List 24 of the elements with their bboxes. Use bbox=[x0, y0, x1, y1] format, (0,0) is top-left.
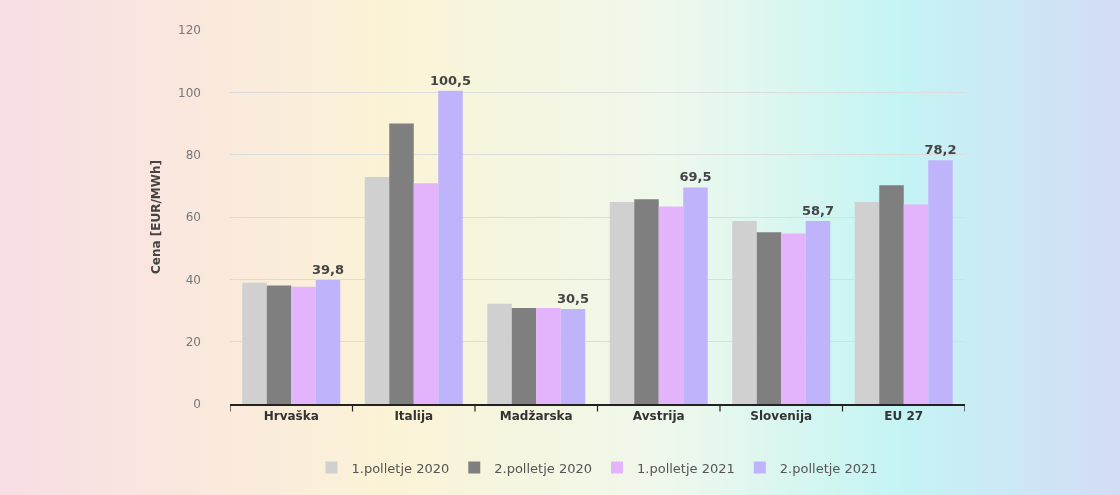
legend-label: 2.polletje 2020 bbox=[494, 460, 593, 476]
legend-label: 1.polletje 2021 bbox=[637, 460, 735, 476]
x-tick-label: EU 27 bbox=[884, 409, 924, 424]
y-axis-title: Cena [EUR/MWh] bbox=[149, 159, 164, 275]
y-tick-label: 80 bbox=[185, 147, 201, 162]
y-tick-label: 40 bbox=[185, 272, 201, 287]
data-label: 100,5 bbox=[429, 72, 472, 88]
data-label: 30,5 bbox=[556, 290, 590, 306]
y-tick-label: 120 bbox=[178, 23, 201, 38]
y-tick-label: 60 bbox=[185, 210, 201, 225]
x-tick-label: Hrvaška bbox=[263, 409, 319, 424]
data-label: 78,2 bbox=[924, 142, 957, 158]
x-tick-label: Slovenija bbox=[750, 409, 813, 424]
y-tick-label: 100 bbox=[178, 85, 201, 100]
x-tick-label: Italija bbox=[394, 409, 434, 424]
y-tick-label: 20 bbox=[185, 334, 201, 349]
x-tick-label: Avstrija bbox=[632, 409, 685, 424]
data-label: 39,8 bbox=[311, 261, 345, 277]
data-label: 69,5 bbox=[679, 169, 712, 185]
x-tick-label: Madžarska bbox=[499, 409, 573, 424]
y-tick-label: 0 bbox=[193, 397, 201, 412]
data-label: 58,7 bbox=[801, 203, 835, 219]
legend-label: 2.polletje 2021 bbox=[779, 460, 878, 476]
legend-label: 1.polletje 2020 bbox=[351, 460, 450, 476]
